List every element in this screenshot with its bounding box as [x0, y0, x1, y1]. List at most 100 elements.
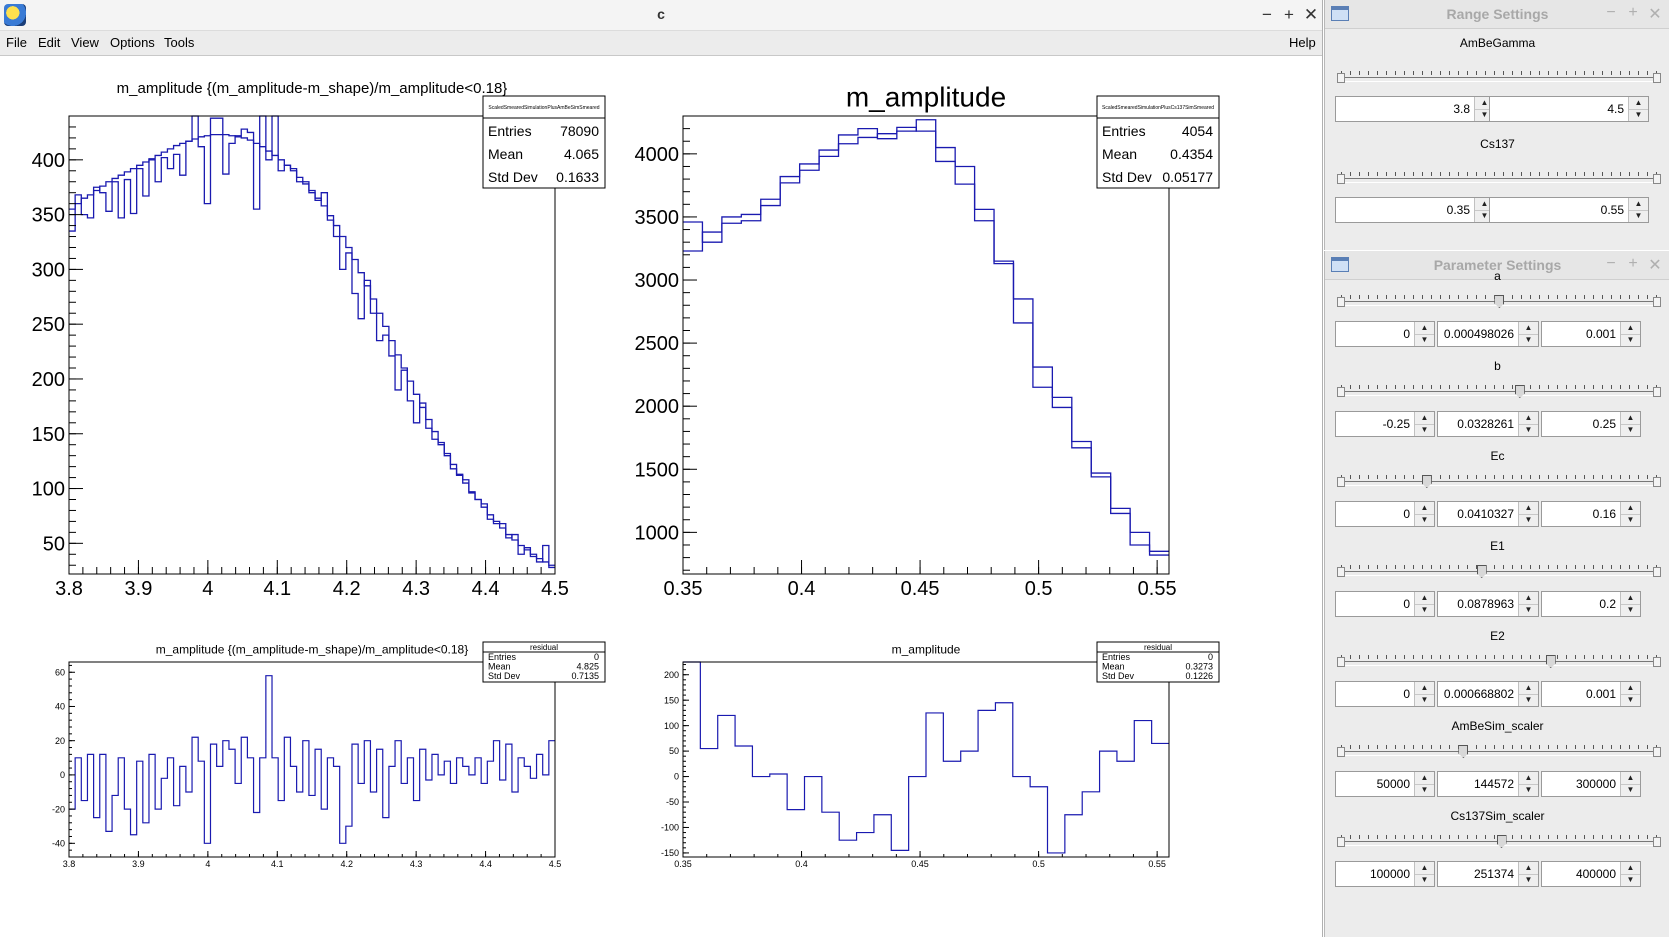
- param-max-field-1[interactable]: 0.25 ▲ ▼: [1541, 411, 1641, 437]
- slider-thumb[interactable]: [1476, 565, 1487, 578]
- spin-down-button[interactable]: ▼: [1634, 211, 1643, 220]
- menu-file[interactable]: File: [6, 35, 27, 50]
- spin-up-button[interactable]: ▲: [1415, 862, 1434, 875]
- param-value-field-1[interactable]: 0.0328261 ▲ ▼: [1437, 411, 1539, 437]
- param-slider-6[interactable]: [1337, 835, 1661, 848]
- spin-up-button[interactable]: ▲: [1519, 862, 1538, 875]
- param-slider-5[interactable]: [1337, 745, 1661, 758]
- slider-thumb[interactable]: [1494, 295, 1505, 308]
- slider-min-handle[interactable]: [1337, 657, 1345, 667]
- spin-down-button[interactable]: ▼: [1524, 605, 1533, 614]
- spin-up-button[interactable]: ▲: [1519, 772, 1538, 785]
- param-value-field-6[interactable]: 251374 ▲ ▼: [1437, 861, 1539, 887]
- spin-up-button[interactable]: ▲: [1519, 502, 1538, 515]
- range-min-field-0[interactable]: 3.8 ▲ ▼: [1335, 96, 1495, 122]
- spin-up-button[interactable]: ▲: [1621, 682, 1640, 695]
- spin-up-button[interactable]: ▲: [1519, 592, 1538, 605]
- spin-up-button[interactable]: ▲: [1415, 682, 1434, 695]
- param-value-field-5[interactable]: 144572 ▲ ▼: [1437, 771, 1539, 797]
- spin-down-button[interactable]: ▼: [1524, 875, 1533, 884]
- slider-max-handle[interactable]: [1653, 297, 1661, 307]
- spin-down-button[interactable]: ▼: [1480, 211, 1489, 220]
- spin-down-button[interactable]: ▼: [1420, 425, 1429, 434]
- param-slider-2[interactable]: [1337, 475, 1661, 488]
- slider-min-handle[interactable]: [1337, 567, 1345, 577]
- spin-up-button[interactable]: ▲: [1519, 682, 1538, 695]
- range-max-field-0[interactable]: 4.5 ▲ ▼: [1489, 96, 1649, 122]
- slider-thumb[interactable]: [1545, 655, 1556, 668]
- slider-min-handle[interactable]: [1337, 73, 1345, 83]
- spin-down-button[interactable]: ▼: [1524, 695, 1533, 704]
- spin-down-button[interactable]: ▼: [1420, 695, 1429, 704]
- spin-down-button[interactable]: ▼: [1480, 110, 1489, 119]
- menu-tools[interactable]: Tools: [164, 35, 195, 50]
- slider-thumb[interactable]: [1458, 745, 1469, 758]
- spin-up-button[interactable]: ▲: [1629, 97, 1648, 110]
- range-slider-0[interactable]: [1337, 71, 1661, 83]
- maximize-button[interactable]: +: [1628, 255, 1638, 272]
- spin-down-button[interactable]: ▼: [1626, 515, 1635, 524]
- spin-down-button[interactable]: ▼: [1420, 875, 1429, 884]
- spin-down-button[interactable]: ▼: [1420, 515, 1429, 524]
- param-value-field-4[interactable]: 0.000668802 ▲ ▼: [1437, 681, 1539, 707]
- param-slider-1[interactable]: [1337, 385, 1661, 398]
- slider-min-handle[interactable]: [1337, 387, 1345, 397]
- spin-up-button[interactable]: ▲: [1475, 198, 1494, 211]
- slider-thumb[interactable]: [1514, 385, 1525, 398]
- spin-up-button[interactable]: ▲: [1629, 198, 1648, 211]
- slider-min-handle[interactable]: [1337, 837, 1345, 847]
- param-value-field-2[interactable]: 0.0410327 ▲ ▼: [1437, 501, 1539, 527]
- maximize-button[interactable]: +: [1628, 4, 1638, 21]
- close-button[interactable]: ✕: [1648, 257, 1662, 274]
- spin-up-button[interactable]: ▲: [1415, 592, 1434, 605]
- param-slider-3[interactable]: [1337, 565, 1661, 578]
- spin-down-button[interactable]: ▼: [1524, 335, 1533, 344]
- param-max-field-4[interactable]: 0.001 ▲ ▼: [1541, 681, 1641, 707]
- slider-min-handle[interactable]: [1337, 747, 1345, 757]
- slider-max-handle[interactable]: [1653, 174, 1661, 184]
- param-value-field-3[interactable]: 0.0878963 ▲ ▼: [1437, 591, 1539, 617]
- param-max-field-5[interactable]: 300000 ▲ ▼: [1541, 771, 1641, 797]
- slider-max-handle[interactable]: [1653, 837, 1661, 847]
- range-slider-1[interactable]: [1337, 172, 1661, 184]
- spin-down-button[interactable]: ▼: [1626, 425, 1635, 434]
- param-min-field-5[interactable]: 50000 ▲ ▼: [1335, 771, 1435, 797]
- spin-up-button[interactable]: ▲: [1415, 772, 1434, 785]
- slider-max-handle[interactable]: [1653, 73, 1661, 83]
- menu-edit[interactable]: Edit: [38, 35, 61, 50]
- minimize-button[interactable]: −: [1606, 4, 1616, 21]
- slider-thumb[interactable]: [1496, 835, 1507, 848]
- spin-up-button[interactable]: ▲: [1621, 412, 1640, 425]
- plot-canvas[interactable]: m_amplitude {(m_amplitude-m_shape)/m_amp…: [2, 56, 1320, 934]
- spin-down-button[interactable]: ▼: [1524, 425, 1533, 434]
- minimize-button[interactable]: −: [1262, 5, 1272, 24]
- menu-view[interactable]: View: [71, 35, 99, 50]
- slider-min-handle[interactable]: [1337, 297, 1345, 307]
- minimize-button[interactable]: −: [1606, 255, 1616, 272]
- spin-down-button[interactable]: ▼: [1626, 695, 1635, 704]
- param-max-field-6[interactable]: 400000 ▲ ▼: [1541, 861, 1641, 887]
- param-min-field-1[interactable]: -0.25 ▲ ▼: [1335, 411, 1435, 437]
- close-button[interactable]: ✕: [1303, 5, 1319, 24]
- param-min-field-6[interactable]: 100000 ▲ ▼: [1335, 861, 1435, 887]
- spin-up-button[interactable]: ▲: [1621, 592, 1640, 605]
- param-slider-0[interactable]: [1337, 295, 1661, 308]
- param-min-field-3[interactable]: 0 ▲ ▼: [1335, 591, 1435, 617]
- spin-down-button[interactable]: ▼: [1420, 605, 1429, 614]
- spin-down-button[interactable]: ▼: [1634, 110, 1643, 119]
- spin-up-button[interactable]: ▲: [1415, 412, 1434, 425]
- slider-max-handle[interactable]: [1653, 387, 1661, 397]
- spin-up-button[interactable]: ▲: [1475, 97, 1494, 110]
- maximize-button[interactable]: +: [1284, 5, 1294, 24]
- slider-min-handle[interactable]: [1337, 174, 1345, 184]
- spin-down-button[interactable]: ▼: [1626, 605, 1635, 614]
- spin-up-button[interactable]: ▲: [1621, 862, 1640, 875]
- spin-down-button[interactable]: ▼: [1420, 785, 1429, 794]
- close-button[interactable]: ✕: [1648, 6, 1662, 23]
- param-max-field-0[interactable]: 0.001 ▲ ▼: [1541, 321, 1641, 347]
- spin-up-button[interactable]: ▲: [1621, 772, 1640, 785]
- slider-max-handle[interactable]: [1653, 567, 1661, 577]
- slider-thumb[interactable]: [1421, 475, 1432, 488]
- spin-down-button[interactable]: ▼: [1524, 785, 1533, 794]
- slider-min-handle[interactable]: [1337, 477, 1345, 487]
